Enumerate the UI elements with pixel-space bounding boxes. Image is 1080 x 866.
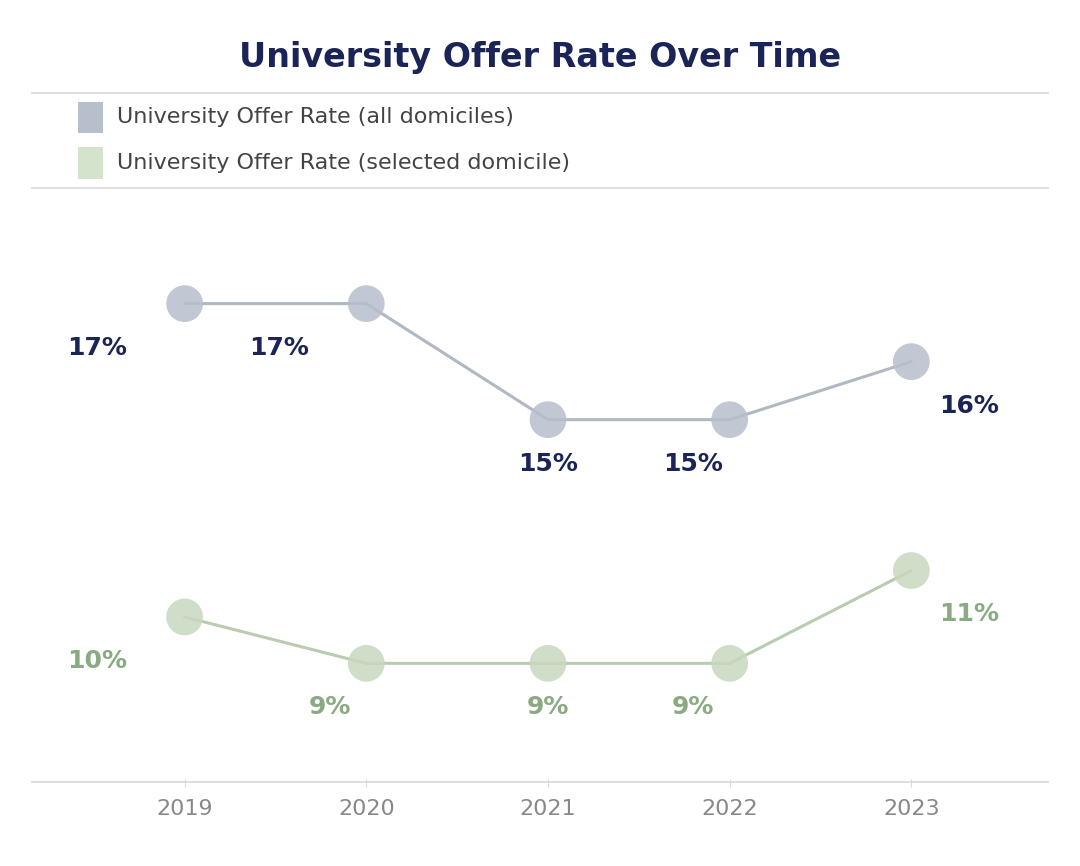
Text: 9%: 9% [527, 695, 569, 720]
Text: 10%: 10% [67, 649, 127, 673]
Point [357, 656, 375, 670]
Text: 15%: 15% [518, 451, 578, 475]
Point [539, 656, 556, 670]
Point [903, 564, 920, 578]
Point [903, 355, 920, 369]
Text: 16%: 16% [940, 393, 999, 417]
Point [176, 610, 193, 624]
Text: 11%: 11% [940, 603, 999, 626]
Text: University Offer Rate (selected domicile): University Offer Rate (selected domicile… [118, 152, 570, 172]
FancyBboxPatch shape [78, 101, 103, 133]
Text: 17%: 17% [67, 335, 127, 359]
Text: 17%: 17% [249, 335, 309, 359]
Text: University Offer Rate Over Time: University Offer Rate Over Time [239, 42, 841, 74]
Text: University Offer Rate (all domiciles): University Offer Rate (all domiciles) [118, 107, 514, 127]
Text: 9%: 9% [309, 695, 351, 720]
Point [357, 297, 375, 311]
Text: 15%: 15% [663, 451, 724, 475]
Point [176, 297, 193, 311]
FancyBboxPatch shape [78, 147, 103, 179]
Point [721, 656, 739, 670]
Point [721, 413, 739, 427]
Point [539, 413, 556, 427]
Text: 9%: 9% [672, 695, 715, 720]
